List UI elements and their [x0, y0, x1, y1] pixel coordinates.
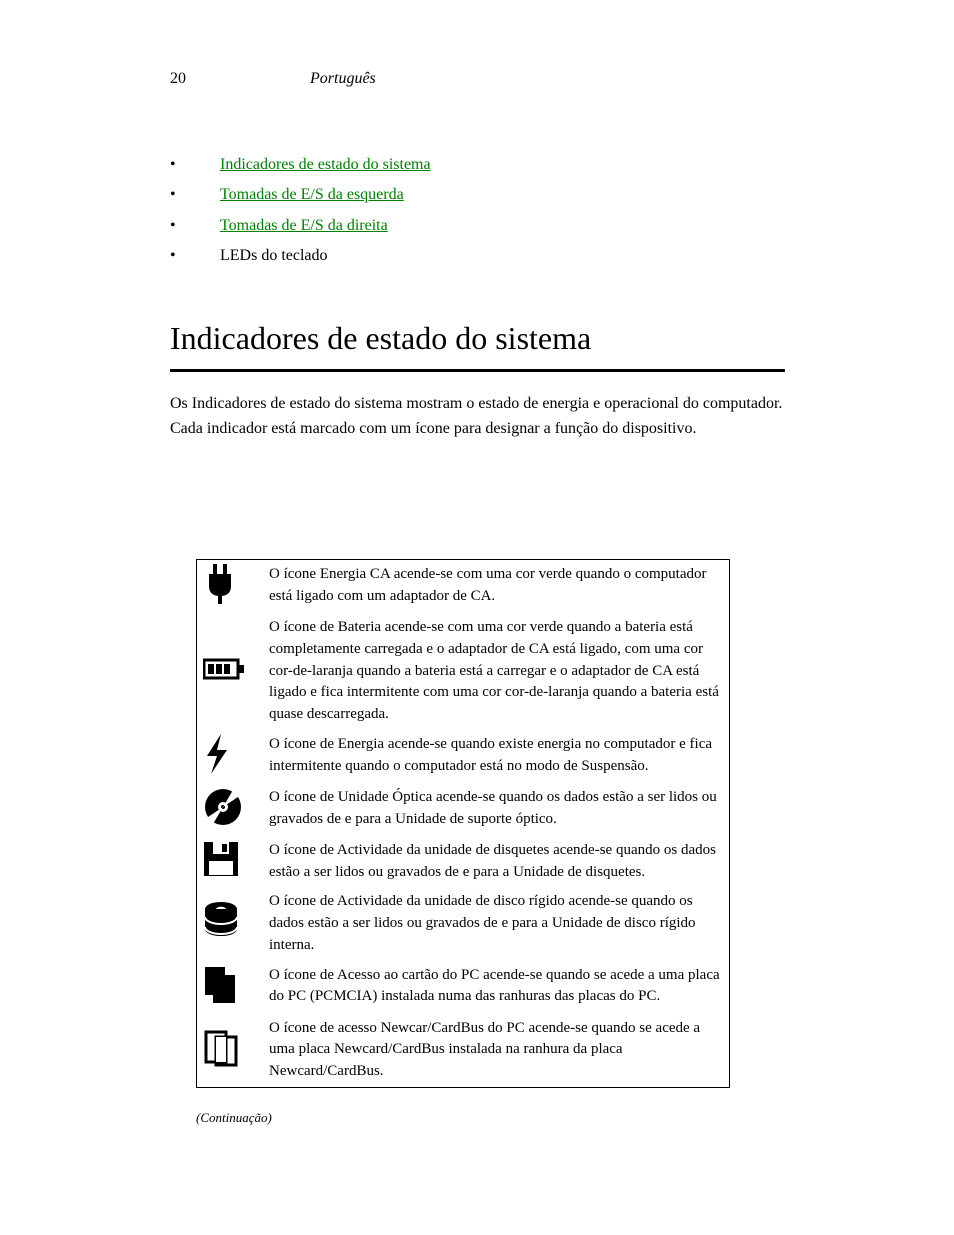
toc-item: • Tomadas de E/S da esquerda: [170, 180, 785, 210]
table-row: O ícone Energia CA acende-se com uma cor…: [197, 560, 729, 613]
section-rule: [170, 369, 785, 372]
page-number: 20: [170, 70, 186, 88]
page: 20 Português • Indicadores de estado do …: [0, 0, 954, 1235]
section: Indicadores de estado do sistema Os Indi…: [170, 320, 785, 442]
pc-card-icon: [203, 965, 237, 1005]
table-row: O ícone de Acesso ao cartão do PC acende…: [197, 961, 729, 1014]
icon-description: O ícone de Actividade da unidade de disq…: [263, 836, 729, 888]
icon-description: O ícone de Energia acende-se quando exis…: [263, 730, 729, 783]
section-intro: Os Indicadores de estado do sistema most…: [170, 392, 785, 442]
icon-description: O ícone de Unidade Óptica acende-se quan…: [263, 783, 729, 836]
battery-icon: [203, 657, 245, 681]
table-row: O ícone de Energia acende-se quando exis…: [197, 730, 729, 783]
icon-description: O ícone Energia CA acende-se com uma cor…: [263, 560, 729, 613]
toc-text-leds: LEDs do teclado: [220, 241, 328, 271]
table-continued: (Continuação): [196, 1110, 272, 1126]
plug-icon: [203, 564, 237, 604]
table-row: O ícone de acesso Newcar/CardBus do PC a…: [197, 1014, 729, 1087]
running-head: Português: [310, 70, 376, 88]
toc-link-indicadores[interactable]: Indicadores de estado do sistema: [220, 150, 431, 180]
toc-link-es-esquerda[interactable]: Tomadas de E/S da esquerda: [220, 180, 404, 210]
lightning-bolt-icon: [203, 734, 231, 774]
floppy-disk-icon: [203, 841, 239, 877]
bullet: •: [170, 211, 220, 241]
hard-drive-icon: [203, 901, 239, 941]
icon-table: O ícone Energia CA acende-se com uma cor…: [196, 559, 730, 1088]
section-title: Indicadores de estado do sistema: [170, 320, 785, 357]
table-row: O ícone de Unidade Óptica acende-se quan…: [197, 783, 729, 836]
toc: • Indicadores de estado do sistema • Tom…: [170, 150, 785, 272]
icon-description: O ícone de Bateria acende-se com uma cor…: [263, 613, 729, 730]
cardbus-icon: [203, 1029, 239, 1067]
table-row: O ícone de Bateria acende-se com uma cor…: [197, 613, 729, 730]
toc-link-es-direita[interactable]: Tomadas de E/S da direita: [220, 211, 388, 241]
icon-description: O ícone de Actividade da unidade de disc…: [263, 887, 729, 960]
bullet: •: [170, 241, 220, 271]
toc-item: • Indicadores de estado do sistema: [170, 150, 785, 180]
bullet: •: [170, 180, 220, 210]
table-row: O ícone de Actividade da unidade de disc…: [197, 887, 729, 960]
toc-item: • Tomadas de E/S da direita: [170, 211, 785, 241]
icon-description: O ícone de Acesso ao cartão do PC acende…: [263, 961, 729, 1014]
bullet: •: [170, 150, 220, 180]
icon-description: O ícone de acesso Newcar/CardBus do PC a…: [263, 1014, 729, 1087]
optical-disc-icon: [203, 787, 243, 827]
toc-item: • LEDs do teclado: [170, 241, 785, 271]
table-row: O ícone de Actividade da unidade de disq…: [197, 836, 729, 888]
